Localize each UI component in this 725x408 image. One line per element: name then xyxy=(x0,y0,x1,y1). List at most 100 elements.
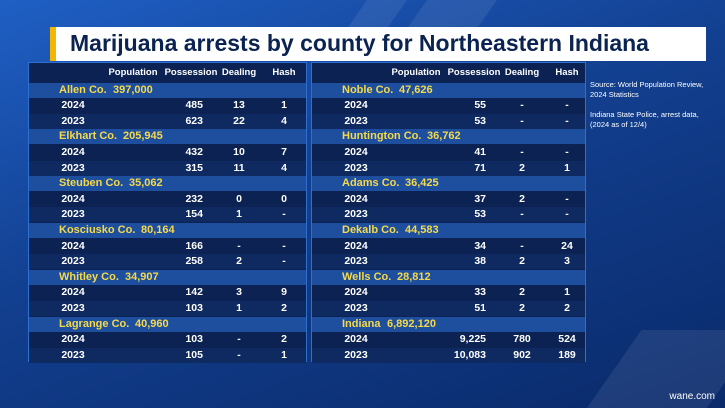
hash: 3 xyxy=(564,255,570,268)
hash: 4 xyxy=(281,114,287,127)
hash: - xyxy=(565,192,569,205)
county-row: Huntington Co. 36,762 xyxy=(312,129,585,145)
possession: 485 xyxy=(185,99,203,112)
year-row: 2024 55 - - xyxy=(312,98,585,114)
dealing: - xyxy=(520,145,524,158)
year-row: 2023 103 1 2 xyxy=(29,300,306,316)
county-name: Adams Co. xyxy=(342,177,400,190)
county-row: Elkhart Co. 205,945 xyxy=(29,129,306,145)
county-row: Whitley Co. 34,907 xyxy=(29,269,306,285)
hash: 7 xyxy=(281,145,287,158)
possession: 51 xyxy=(474,301,486,314)
population: 40,960 xyxy=(135,317,169,330)
county-name: Huntington Co. xyxy=(342,130,422,143)
hash: 1 xyxy=(564,286,570,299)
county-row: Steuben Co. 35,062 xyxy=(29,176,306,192)
county-name: Steuben Co. xyxy=(59,177,124,190)
population: 397,000 xyxy=(113,83,153,96)
possession: 232 xyxy=(185,192,203,205)
dealing: - xyxy=(520,208,524,221)
title-box: Marijuana arrests by county for Northeas… xyxy=(50,27,706,61)
population: 205,945 xyxy=(123,130,163,143)
county-name: Kosciusko Co. xyxy=(59,223,136,236)
hash: 2 xyxy=(281,301,287,314)
hash: 1 xyxy=(281,99,287,112)
year-row: 2023 258 2 - xyxy=(29,254,306,270)
county-name: Indiana xyxy=(342,317,381,330)
dealing: 3 xyxy=(236,286,242,299)
hash: - xyxy=(282,208,286,221)
dealing: 2 xyxy=(519,286,525,299)
hash: 524 xyxy=(558,333,576,346)
year-row: 2023 53 - - xyxy=(312,113,585,129)
year-row: 2023 10,083 902 189 xyxy=(312,347,585,363)
dealing: 1 xyxy=(236,208,242,221)
hash: 1 xyxy=(281,348,287,361)
header-row: Population Possession Dealing Hash xyxy=(29,65,306,80)
column-header: Hash xyxy=(272,67,296,78)
population: 80,164 xyxy=(141,223,175,236)
dealing: 2 xyxy=(519,301,525,314)
possession: 10,083 xyxy=(453,348,486,361)
year: 2024 xyxy=(61,192,85,205)
population: 6,892,120 xyxy=(387,317,436,330)
possession: 258 xyxy=(185,255,203,268)
column-header: Population xyxy=(108,67,158,78)
hash: 0 xyxy=(281,192,287,205)
county-name: Dekalb Co. xyxy=(342,223,399,236)
hash: - xyxy=(282,255,286,268)
column-header: Possession xyxy=(164,67,218,78)
year: 2024 xyxy=(61,99,85,112)
hash: - xyxy=(565,208,569,221)
year: 2023 xyxy=(61,255,85,268)
possession: 432 xyxy=(185,145,203,158)
possession: 38 xyxy=(474,255,486,268)
dealing: - xyxy=(237,239,241,252)
possession: 55 xyxy=(474,99,486,112)
possession: 41 xyxy=(474,145,486,158)
possession: 34 xyxy=(474,239,486,252)
year: 2023 xyxy=(61,208,85,221)
dealing: 0 xyxy=(236,192,242,205)
year-row: 2024 103 - 2 xyxy=(29,332,306,348)
watermark: wane.com xyxy=(669,391,715,402)
dealing: - xyxy=(520,239,524,252)
hash: 2 xyxy=(564,301,570,314)
possession: 142 xyxy=(185,286,203,299)
possession: 53 xyxy=(474,208,486,221)
population: 34,907 xyxy=(125,270,159,283)
left-table: Population Possession Dealing Hash Allen Co.… xyxy=(28,62,307,363)
hash: - xyxy=(282,239,286,252)
possession: 9,225 xyxy=(459,333,486,346)
county-row: Allen Co. 397,000 xyxy=(29,82,306,98)
hash: - xyxy=(565,145,569,158)
population: 44,583 xyxy=(405,223,439,236)
hash: 4 xyxy=(281,161,287,174)
year: 2024 xyxy=(344,286,368,299)
year-row: 2024 166 - - xyxy=(29,238,306,254)
year: 2024 xyxy=(61,286,85,299)
dealing: 11 xyxy=(233,161,245,174)
dealing: 2 xyxy=(519,161,525,174)
dealing: 2 xyxy=(236,255,242,268)
possession: 71 xyxy=(474,161,486,174)
column-header: Population xyxy=(391,67,441,78)
column-header: Dealing xyxy=(221,67,257,78)
year: 2024 xyxy=(344,333,368,346)
hash: 1 xyxy=(564,161,570,174)
header-row: Population Possession Dealing Hash xyxy=(312,65,585,80)
column-header: Possession xyxy=(447,67,501,78)
year: 2024 xyxy=(344,192,368,205)
year-row: 2023 38 2 3 xyxy=(312,254,585,270)
population: 36,762 xyxy=(427,130,461,143)
year: 2024 xyxy=(344,99,368,112)
year-row: 2023 315 11 4 xyxy=(29,160,306,176)
possession: 103 xyxy=(185,301,203,314)
county-name: Whitley Co. xyxy=(59,270,119,283)
year: 2023 xyxy=(344,301,368,314)
year: 2024 xyxy=(61,239,85,252)
possession: 103 xyxy=(185,333,203,346)
dealing: 1 xyxy=(236,301,242,314)
hash: 9 xyxy=(281,286,287,299)
